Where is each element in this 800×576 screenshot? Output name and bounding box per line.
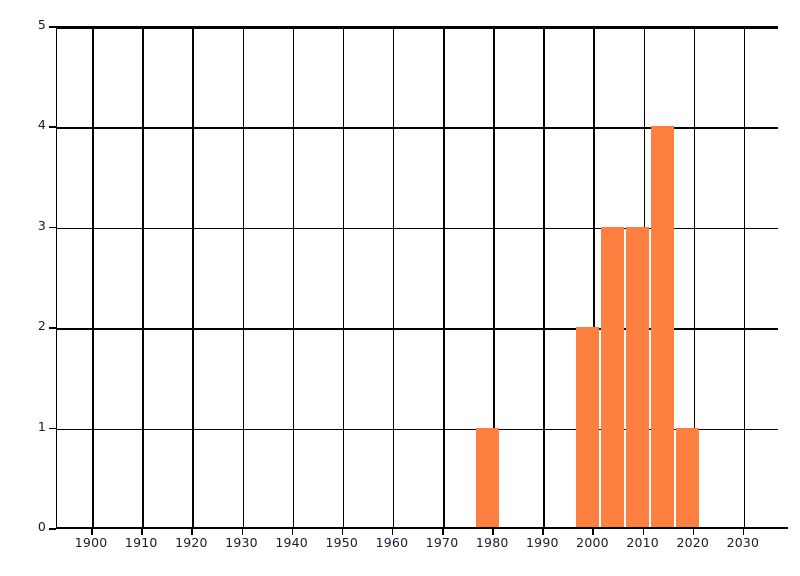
y-tick-mark: [49, 226, 56, 229]
gridline-horizontal: [57, 328, 778, 330]
x-tick-label: 2030: [726, 535, 760, 550]
gridline-vertical: [142, 27, 144, 528]
x-tick-label: 1900: [74, 535, 108, 550]
x-tick-label: 2020: [676, 535, 710, 550]
x-tick-label: 1910: [124, 535, 158, 550]
x-tick-mark: [141, 528, 143, 535]
gridline-horizontal: [57, 428, 778, 431]
x-tick-mark: [241, 528, 243, 535]
x-tick-mark: [191, 528, 193, 535]
x-tick-label: 1940: [275, 535, 308, 550]
gridline-vertical: [593, 27, 595, 528]
y-tick-label: 3: [37, 217, 46, 233]
gridline-vertical: [342, 27, 345, 528]
y-tick-mark: [49, 26, 56, 28]
gridline-vertical: [743, 27, 746, 528]
x-tick-mark: [341, 528, 344, 535]
y-tick-mark: [49, 427, 56, 430]
y-tick-mark: [49, 327, 56, 329]
x-tick-label: 1950: [325, 535, 359, 550]
y-tick-mark: [49, 528, 56, 530]
y-tick-label: 2: [37, 318, 46, 334]
gridline-horizontal: [57, 227, 778, 230]
x-tick-label: 1970: [425, 535, 459, 550]
gridline-horizontal: [57, 27, 778, 29]
gridline-vertical: [493, 27, 495, 528]
y-tick-label: 5: [37, 17, 46, 32]
x-tick-mark: [291, 528, 294, 535]
gridline-vertical: [242, 27, 244, 528]
x-tick-label: 2010: [626, 535, 659, 550]
y-tick-mark: [49, 126, 56, 128]
x-tick-label: 1990: [526, 535, 559, 550]
y-tick-label: 0: [37, 519, 46, 534]
x-tick-label: 1930: [225, 535, 258, 550]
x-tick-mark: [91, 528, 93, 535]
y-tick-label: 1: [37, 418, 46, 434]
gridline-vertical: [693, 27, 696, 528]
plot-area: [56, 26, 778, 528]
x-tick-label: 1960: [375, 535, 409, 550]
x-tick-label: 2000: [576, 535, 609, 550]
x-axis-line: [56, 527, 788, 529]
gridline-vertical: [443, 27, 445, 528]
x-tick-mark: [492, 528, 494, 535]
x-tick-mark: [642, 528, 645, 535]
x-tick-mark: [442, 528, 444, 535]
gridline-vertical: [92, 27, 94, 528]
gridline-vertical: [292, 27, 295, 528]
x-tick-mark: [592, 528, 594, 535]
x-tick-mark: [742, 528, 745, 535]
x-tick-mark: [692, 528, 695, 535]
x-tick-mark: [542, 528, 544, 535]
x-tick-label: 1920: [175, 535, 208, 550]
gridline-vertical: [392, 27, 395, 528]
gridline-vertical: [192, 27, 194, 528]
gridline-vertical: [543, 27, 545, 528]
y-tick-label: 4: [37, 117, 46, 133]
x-tick-label: 1980: [475, 535, 509, 550]
x-tick-mark: [391, 528, 394, 535]
gridline-horizontal: [57, 127, 778, 129]
gridline-vertical: [643, 27, 646, 528]
